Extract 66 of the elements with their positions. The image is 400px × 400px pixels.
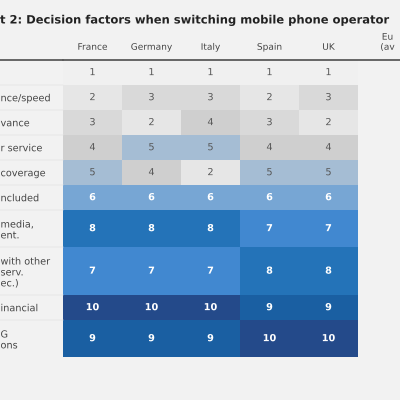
data-label: 8: [326, 266, 332, 274]
y-tick-label: with other serv. ec.): [0, 257, 50, 288]
data-label: 6: [326, 192, 332, 200]
data-label: 7: [148, 266, 154, 274]
data-label: 7: [208, 266, 214, 274]
x-tick-label: France: [78, 43, 108, 50]
data-label: 8: [90, 224, 96, 232]
data-label: 2: [326, 118, 331, 126]
data-label: 2: [90, 92, 95, 100]
y-tick-label: nce/speed: [1, 94, 50, 104]
data-label: 7: [266, 224, 272, 232]
data-label: 4: [326, 143, 332, 150]
data-label: 9: [326, 302, 332, 310]
y-tick-label: media, ent.: [1, 220, 33, 239]
data-label: 6: [208, 192, 214, 200]
data-label: 8: [148, 224, 154, 232]
data-label: 8: [266, 266, 272, 274]
data-label: 1: [267, 68, 272, 76]
data-label: 3: [90, 118, 95, 126]
data-label: 4: [208, 118, 214, 126]
x-tick-label: UK: [323, 43, 335, 50]
y-tick-label: coverage: [1, 170, 46, 178]
y-tick-label: r service: [1, 144, 42, 152]
y-tick-label: inancial: [1, 304, 38, 312]
data-label: 9: [266, 302, 272, 310]
data-label: 10: [86, 302, 99, 310]
data-label: 1: [149, 68, 154, 76]
data-label: 10: [264, 334, 276, 342]
data-label: 9: [208, 334, 214, 342]
data-label: 2: [267, 92, 272, 100]
chart-title: t 2: Decision factors when switching mobile phone operator: [0, 14, 390, 26]
data-label: 3: [267, 118, 272, 126]
data-label: 2: [149, 118, 154, 126]
data-label: 6: [90, 192, 96, 200]
x-tick-label: Spain: [257, 42, 282, 52]
data-label: 8: [208, 224, 214, 232]
data-label: 3: [208, 92, 213, 100]
data-label: 7: [326, 224, 332, 232]
data-label: 5: [149, 143, 154, 150]
x-tick-label: Italy: [202, 42, 220, 52]
y-tick-label: vance: [0, 120, 30, 126]
data-label: 1: [208, 68, 213, 76]
data-label: 4: [90, 143, 96, 150]
x-tick-label: Germany: [131, 43, 172, 52]
data-label: 7: [90, 266, 96, 274]
data-label: 4: [266, 143, 272, 150]
data-label: 3: [149, 92, 154, 100]
data-label: 2: [208, 168, 213, 176]
data-label: 9: [90, 334, 96, 342]
data-label: 5: [326, 168, 331, 176]
data-label: 10: [204, 302, 217, 310]
data-label: 5: [208, 143, 213, 150]
data-label: 3: [326, 92, 331, 100]
data-label: 6: [266, 192, 272, 200]
data-label: 1: [326, 68, 331, 76]
y-tick-label: ncluded: [1, 194, 38, 202]
data-label: 6: [148, 192, 154, 200]
data-label: 5: [90, 168, 95, 176]
y-tick-label: G ons: [1, 330, 18, 349]
data-label: 9: [148, 334, 154, 342]
data-label: 10: [322, 334, 335, 342]
data-label: 1: [90, 68, 95, 76]
x-tick-label: Eu (av: [381, 33, 394, 51]
data-label: 4: [148, 168, 154, 176]
data-label: 10: [146, 302, 158, 310]
data-label: 5: [267, 168, 272, 176]
